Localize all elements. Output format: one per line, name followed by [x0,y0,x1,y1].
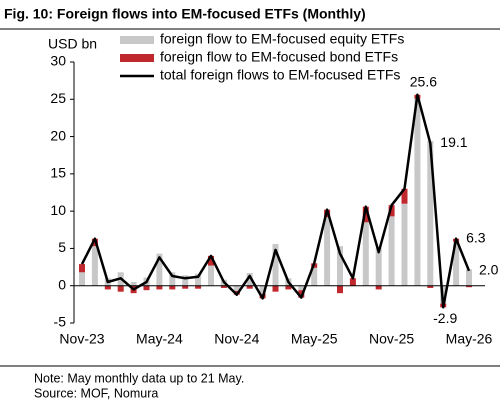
bar [117,285,124,292]
legend-label: total foreign flows to EM-focused ETFs [160,67,400,83]
data-label: -2.9 [433,310,457,326]
legend-label: foreign flow to EM-focused equity ETFs [160,31,404,47]
bar [79,264,85,273]
legend-swatch [120,54,154,62]
y-tick-label: -5 [54,314,67,330]
bar [208,265,214,286]
bar [388,216,395,286]
bar [362,206,369,223]
y-tick-label: 30 [50,53,66,69]
bar [466,269,472,286]
bar [259,285,266,294]
y-axis-label: USD bn [48,36,97,52]
data-label: 19.1 [440,134,467,150]
bar [91,246,98,286]
bar [388,205,395,217]
x-tick-label: May-26 [446,331,493,347]
bar [233,285,240,291]
source: Source: MOF, Nomura [34,386,158,400]
bar [285,285,292,290]
bar [298,285,305,291]
y-tick-label: 10 [50,202,66,218]
bar [220,285,227,288]
bar [208,255,214,266]
bar [169,285,176,290]
x-tick-label: Nov-24 [214,331,259,347]
line [80,93,471,309]
bar [195,285,202,289]
bar [298,290,305,298]
bar [182,285,189,289]
x-tick-label: Nov-25 [369,331,414,347]
x-tick-label: Nov-23 [59,331,104,347]
bar [143,285,150,291]
bar [246,285,253,289]
bar [337,246,343,286]
bar [104,285,111,290]
y-tick-label: 5 [58,239,66,255]
bar [337,285,343,294]
x-tick-label: May-24 [136,331,183,347]
bar [195,273,202,286]
note: Note: May monthly data up to 21 May. [34,371,244,385]
bar [272,285,279,292]
x-tick-label: May-25 [291,331,338,347]
bar [427,285,434,288]
bar [453,241,460,286]
data-label: 2.0 [479,262,499,278]
y-tick-label: 0 [58,276,66,292]
bar [182,275,189,286]
bar [375,248,382,286]
bar [130,281,137,286]
bar [79,272,85,286]
bar [169,272,176,286]
bar [414,98,421,286]
y-tick-label: 25 [50,90,66,106]
bar [349,278,356,286]
legend-label: foreign flow to EM-focused bond ETFs [160,49,398,65]
bar [246,273,253,286]
bar [311,267,318,286]
y-tick-label: 20 [50,127,66,143]
y-tick-label: 15 [50,165,66,181]
bar [375,285,382,290]
bar [156,285,163,290]
bar [272,243,279,286]
bar [466,285,472,288]
chart-title: Fig. 10: Foreign flows into EM-focused E… [4,6,366,22]
data-label: 25.6 [410,74,437,90]
bar [401,203,408,286]
data-label: 6.3 [466,229,486,245]
bar [324,217,331,286]
bar [362,222,369,286]
bar [156,253,163,286]
bar [427,141,434,286]
legend-swatch [120,36,154,44]
bar [401,188,408,204]
